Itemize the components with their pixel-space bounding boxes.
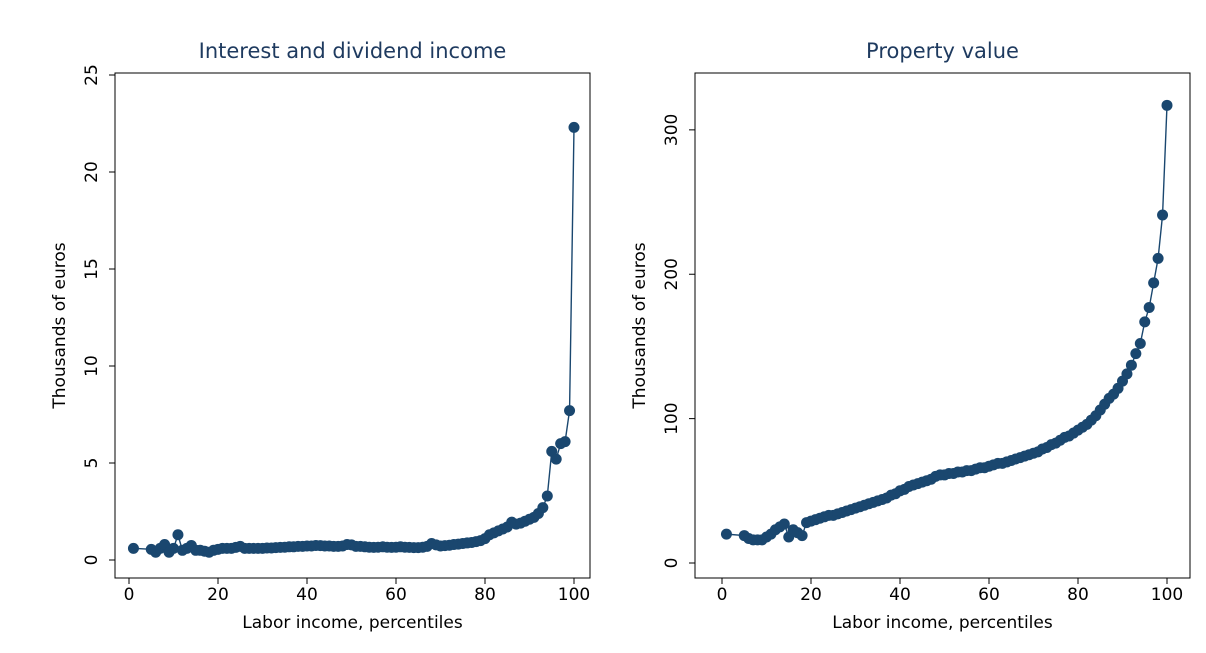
plot-frame xyxy=(114,72,591,579)
data-point xyxy=(172,529,184,541)
plot-frame xyxy=(694,72,1191,579)
data-point xyxy=(541,490,553,502)
y-tick-label: 300 xyxy=(662,114,682,146)
x-tick-label: 0 xyxy=(717,585,728,605)
x-tick-label: 100 xyxy=(558,585,590,605)
x-tick-label: 100 xyxy=(1151,585,1183,605)
data-point xyxy=(550,453,562,465)
series-line xyxy=(133,127,575,554)
y-tick-label: 20 xyxy=(82,161,102,183)
y-tick-label: 0 xyxy=(82,555,102,566)
y-tick-label: 15 xyxy=(82,258,102,280)
x-tick-label: 80 xyxy=(1067,585,1089,605)
data-point xyxy=(127,542,139,554)
data-point xyxy=(1157,209,1169,221)
data-point xyxy=(1134,338,1146,350)
y-tick-label: 5 xyxy=(82,458,102,469)
data-point xyxy=(1121,368,1133,380)
x-tick-label: 0 xyxy=(124,585,135,605)
y-tick-label: 10 xyxy=(82,355,102,377)
data-point xyxy=(720,528,732,540)
y-axis-label: Thousands of euros xyxy=(50,242,70,409)
y-axis-label: Thousands of euros xyxy=(630,242,650,409)
x-tick-label: 20 xyxy=(800,585,822,605)
data-point xyxy=(537,502,549,514)
data-point xyxy=(564,405,576,417)
x-tick-label: 80 xyxy=(474,585,496,605)
chart-title: Property value xyxy=(866,39,1019,63)
data-point xyxy=(1143,301,1155,313)
x-axis-label: Labor income, percentiles xyxy=(832,613,1053,633)
chart-title: Interest and dividend income xyxy=(199,39,507,63)
y-tick-label: 0 xyxy=(662,558,682,569)
data-point xyxy=(1139,316,1151,328)
data-point xyxy=(778,518,790,530)
data-point xyxy=(1152,252,1164,264)
x-tick-label: 60 xyxy=(978,585,1000,605)
x-tick-label: 60 xyxy=(385,585,407,605)
y-tick-label: 200 xyxy=(662,258,682,290)
y-tick-label: 25 xyxy=(82,64,102,86)
data-point xyxy=(568,121,580,133)
data-point xyxy=(559,436,571,448)
x-tick-label: 40 xyxy=(296,585,318,605)
data-point xyxy=(1148,277,1160,289)
data-point xyxy=(1130,348,1142,360)
data-point xyxy=(1125,359,1137,371)
x-axis-label: Labor income, percentiles xyxy=(242,613,463,633)
x-tick-label: 20 xyxy=(207,585,229,605)
data-point xyxy=(796,530,808,542)
y-tick-label: 100 xyxy=(662,402,682,434)
x-tick-label: 40 xyxy=(889,585,911,605)
data-point xyxy=(168,542,179,554)
data-point xyxy=(1161,99,1173,111)
